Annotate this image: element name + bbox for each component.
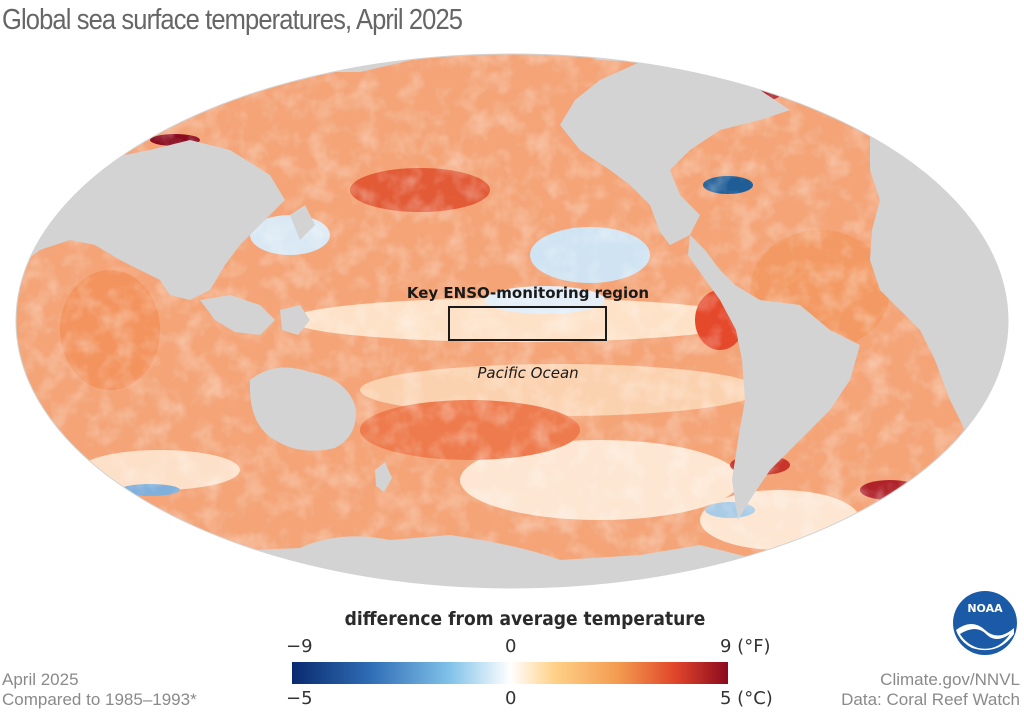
- page-title: Global sea surface temperatures, April 2…: [2, 4, 463, 36]
- footer-credit: Climate.gov/NNVL: [880, 670, 1020, 689]
- australia: [249, 367, 356, 451]
- legend-c-max: 5 (°C): [720, 688, 773, 709]
- south-america: [688, 235, 860, 520]
- legend-c-mid: 0: [505, 688, 517, 709]
- noaa-logo-text: NOAA: [967, 602, 1003, 615]
- world-map: Key ENSO-monitoring region Pacific Ocean: [15, 53, 1009, 589]
- enso-region-label: Key ENSO-monitoring region: [407, 284, 649, 302]
- legend-c-min: −5: [286, 688, 313, 709]
- north-america: [560, 62, 790, 245]
- legend-f-max: 9 (°F): [720, 636, 771, 657]
- legend-f-min: −9: [286, 636, 313, 657]
- footer-baseline: Compared to 1985–1993*: [2, 690, 197, 709]
- new-zealand: [375, 462, 392, 492]
- globe-outline: [15, 53, 1009, 589]
- footer-date: April 2025: [2, 670, 79, 689]
- noaa-logo-icon: NOAA: [953, 591, 1017, 655]
- footer-data-source: Data: Coral Reef Watch: [841, 690, 1020, 709]
- legend-f-mid: 0: [505, 636, 517, 657]
- ocean-label: Pacific Ocean: [477, 364, 578, 382]
- legend-title: difference from average temperature: [344, 608, 706, 630]
- maritime-continent: [200, 295, 275, 335]
- footer-left: April 2025 Compared to 1985–1993*: [2, 670, 197, 710]
- enso-region-box: [448, 306, 607, 341]
- legend-colorbar: [292, 662, 728, 684]
- footer-right: Climate.gov/NNVL Data: Coral Reef Watch: [841, 670, 1020, 710]
